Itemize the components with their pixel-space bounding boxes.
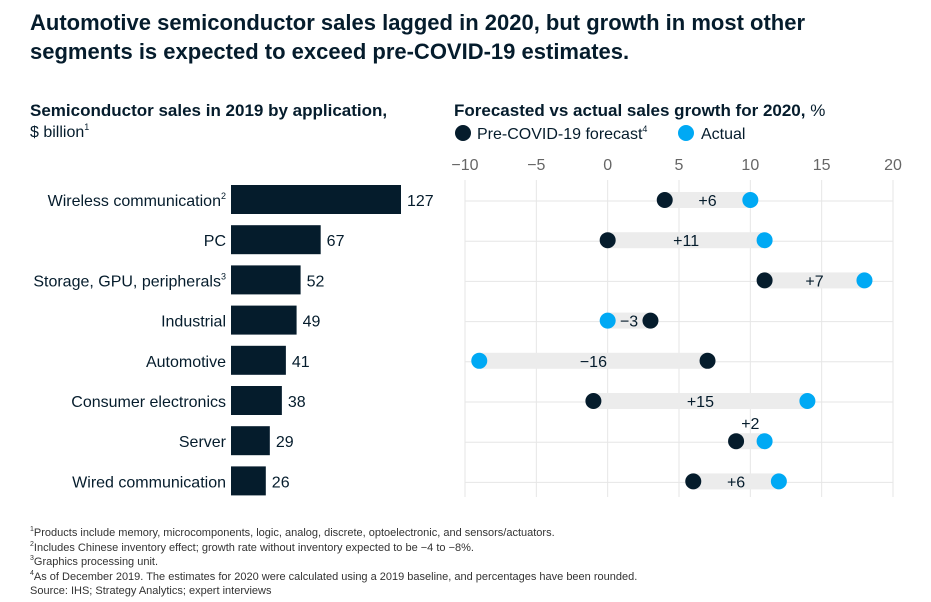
legend-forecast-marker xyxy=(455,125,471,141)
forecast-dot xyxy=(599,232,616,249)
connector-bar xyxy=(736,433,765,450)
bar xyxy=(231,225,321,255)
connector-bar xyxy=(693,473,779,490)
actual-dot xyxy=(742,192,759,208)
connector-bar xyxy=(479,352,708,369)
connector-bar xyxy=(607,232,765,249)
x-tick-label: −10 xyxy=(451,157,478,174)
bar-category-label: Consumer electronics xyxy=(71,394,226,411)
bar-value-label: 49 xyxy=(303,314,321,331)
bar-chart-unit: $ billion1 xyxy=(30,122,89,141)
actual-dot xyxy=(756,433,773,450)
footnote-text: Source: IHS; Strategy Analytics; expert … xyxy=(30,585,272,597)
footnote: 1Products include memory, microcomponent… xyxy=(30,526,637,541)
bar xyxy=(231,185,401,214)
difference-label: +6 xyxy=(727,474,745,491)
bar xyxy=(231,305,297,335)
difference-label: +2 xyxy=(741,416,759,433)
bar-category-label: PC xyxy=(204,233,226,250)
forecast-dot xyxy=(699,352,716,369)
bar xyxy=(231,345,286,375)
bar-value-label: 127 xyxy=(407,193,434,210)
forecast-dot xyxy=(656,192,673,208)
difference-label: +15 xyxy=(687,394,714,411)
forecast-dot xyxy=(756,272,773,289)
x-tick-label: 15 xyxy=(813,157,831,174)
forecast-dot xyxy=(685,473,702,490)
actual-dot xyxy=(471,352,488,369)
bar xyxy=(231,466,266,496)
source-note: Source: IHS; Strategy Analytics; expert … xyxy=(30,584,637,599)
bar-category-label: Wireless communication2 xyxy=(48,191,226,210)
actual-dot xyxy=(856,272,873,289)
difference-label: −16 xyxy=(580,354,607,371)
bar xyxy=(231,265,301,295)
footnote-text: Products include memory, microcomponents… xyxy=(33,527,555,539)
bar-value-label: 29 xyxy=(276,434,294,451)
forecast-dot xyxy=(728,433,745,450)
dot-chart-title: Forecasted vs actual sales growth for 20… xyxy=(454,101,825,120)
footnote-marker: 4 xyxy=(30,569,34,577)
connector-bar xyxy=(764,272,865,289)
actual-dot xyxy=(770,473,787,490)
bar xyxy=(231,386,282,415)
bar-category-label: Storage, GPU, peripherals3 xyxy=(33,271,226,290)
footnote: 3Graphics processing unit. xyxy=(30,555,637,570)
x-tick-label: −5 xyxy=(527,157,545,174)
legend-actual-marker xyxy=(678,125,694,141)
difference-label: +7 xyxy=(805,273,823,290)
actual-dot xyxy=(599,312,616,329)
legend-forecast-label: Pre-COVID-19 forecast4 xyxy=(477,124,647,143)
difference-label: −3 xyxy=(620,314,638,331)
x-tick-label: 10 xyxy=(741,157,759,174)
connector-bar xyxy=(593,393,808,409)
bar-category-label: Industrial xyxy=(161,314,226,331)
connector-bar xyxy=(607,312,651,329)
actual-dot xyxy=(756,232,773,249)
x-tick-label: 5 xyxy=(675,157,684,174)
bar-value-label: 41 xyxy=(292,354,310,371)
footnote-text: Graphics processing unit. xyxy=(33,556,159,568)
bar-category-label: Automotive xyxy=(146,354,226,371)
bar-value-label: 38 xyxy=(288,394,306,411)
footnote-marker: 2 xyxy=(30,540,34,548)
footnote: 2Includes Chinese inventory effect; grow… xyxy=(30,541,637,556)
bar-chart-title: Semiconductor sales in 2019 by applicati… xyxy=(30,101,387,120)
difference-label: +6 xyxy=(698,193,716,210)
footnote: 4As of December 2019. The estimates for … xyxy=(30,570,637,585)
connector-bar xyxy=(664,192,751,208)
footnote-text: As of December 2019. The estimates for 2… xyxy=(33,570,638,583)
forecast-dot xyxy=(642,312,659,329)
bar-value-label: 26 xyxy=(272,474,290,491)
bar-category-label: Wired communication xyxy=(72,474,226,491)
page-title: Automotive semiconductor sales lagged in… xyxy=(30,10,806,64)
actual-dot xyxy=(799,393,816,409)
footnotes: 1Products include memory, microcomponent… xyxy=(30,526,637,599)
legend-actual-label: Actual xyxy=(701,126,745,143)
footnote-marker: 1 xyxy=(30,526,34,533)
forecast-dot xyxy=(585,393,602,409)
difference-label: +11 xyxy=(673,233,699,250)
bar xyxy=(231,426,270,456)
bar-category-label: Server xyxy=(179,434,227,451)
footnote-text: Includes Chinese inventory effect; growt… xyxy=(33,541,474,554)
x-tick-label: 20 xyxy=(884,157,902,174)
bar-value-label: 67 xyxy=(327,233,345,250)
footnote-marker: 3 xyxy=(30,555,34,562)
x-tick-label: 0 xyxy=(603,157,612,174)
bar-value-label: 52 xyxy=(307,273,325,290)
